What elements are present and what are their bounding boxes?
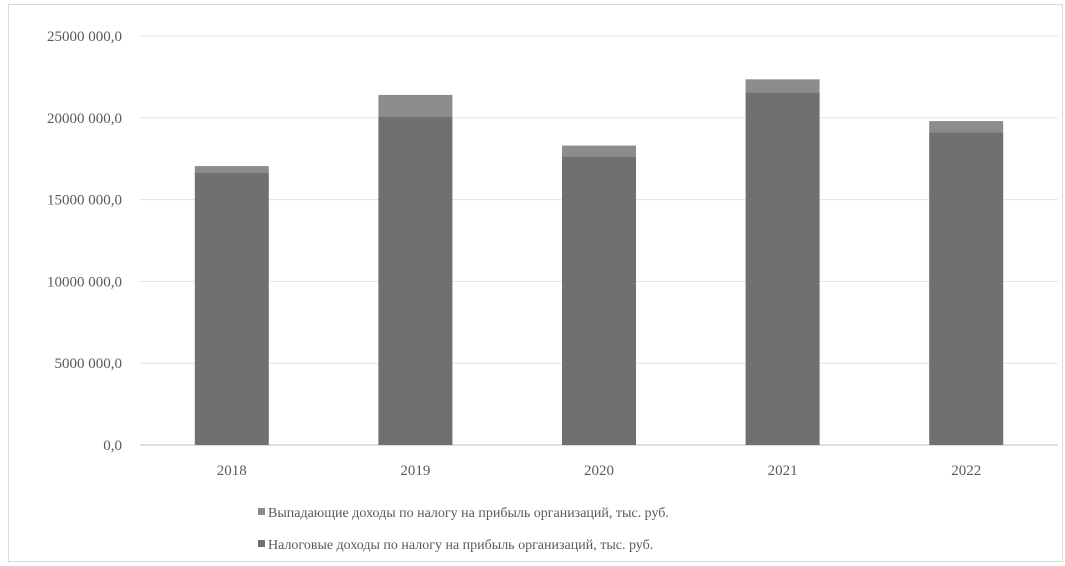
legend: Выпадающие доходы по налогу на прибыль о… bbox=[258, 506, 669, 553]
bar-stack-2020 bbox=[562, 145, 636, 445]
bar-stack-2018 bbox=[194, 166, 269, 445]
y-tick-label: 5000 000,0 bbox=[55, 356, 123, 372]
y-tick-label: 0,0 bbox=[103, 438, 122, 454]
x-tick-label: 2019 bbox=[400, 463, 430, 479]
y-tick-label: 15000 000,0 bbox=[47, 193, 122, 209]
y-tick-label: 10000 000,0 bbox=[47, 274, 122, 290]
bar-segment-series-0 bbox=[562, 156, 636, 445]
y-tick-label: 20000 000,0 bbox=[47, 111, 122, 127]
bar-segment-series-1 bbox=[929, 121, 1004, 133]
bar-segment-series-1 bbox=[378, 94, 453, 117]
bar-segment-series-0 bbox=[194, 172, 269, 445]
bar-segment-series-0 bbox=[929, 132, 1004, 446]
chart-frame bbox=[8, 4, 1063, 562]
x-tick-label: 2022 bbox=[951, 463, 981, 479]
legend-item: Налоговые доходы по налогу на прибыль ор… bbox=[258, 538, 653, 553]
bar-stack-2021 bbox=[745, 79, 820, 445]
x-tick-label: 2018 bbox=[217, 463, 247, 479]
bar-segment-series-1 bbox=[194, 166, 269, 173]
legend-label: Налоговые доходы по налогу на прибыль ор… bbox=[268, 538, 653, 553]
legend-label: Выпадающие доходы по налогу на прибыль о… bbox=[268, 506, 669, 521]
x-tick-label: 2021 bbox=[768, 463, 798, 479]
bar-segment-series-0 bbox=[378, 116, 453, 446]
y-axis: 0,0 5000 000,0 10000 000,0 15000 000,0 20000… bbox=[47, 29, 122, 454]
y-tick-label: 25000 000,0 bbox=[47, 29, 122, 45]
bar-stack-2019 bbox=[378, 94, 453, 446]
legend-item: Выпадающие доходы по налогу на прибыль о… bbox=[258, 506, 669, 521]
bar-segment-series-1 bbox=[745, 79, 820, 93]
legend-swatch bbox=[258, 540, 265, 547]
x-axis: 2018 2019 2020 2021 2022 bbox=[217, 463, 981, 479]
gridlines bbox=[140, 35, 1058, 446]
bar-stack-2022 bbox=[929, 121, 1004, 446]
x-tick-label: 2020 bbox=[584, 463, 614, 479]
bar-segment-series-1 bbox=[562, 145, 636, 157]
bar-segment-series-0 bbox=[745, 92, 820, 445]
legend-swatch bbox=[258, 508, 265, 515]
bars bbox=[194, 79, 1004, 446]
